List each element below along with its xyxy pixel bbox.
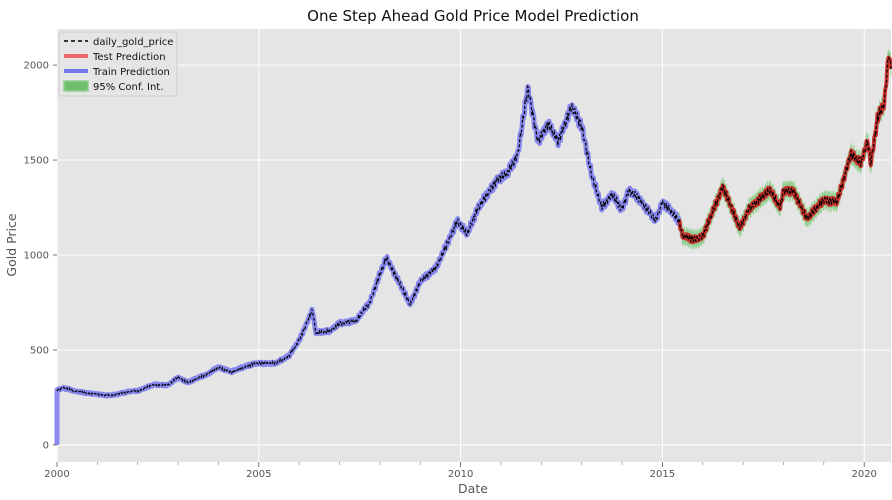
- y-tick-label-0: 0: [43, 440, 49, 451]
- legend: daily_gold_price Test Prediction Train P…: [58, 31, 178, 97]
- legend-label-train-prediction: Train Prediction: [92, 67, 170, 78]
- y-axis-ticks: 0 500 1000 1500 2000: [24, 61, 57, 451]
- daily-gold-price-line: [56, 56, 892, 398]
- legend-swatch-conf-int: [63, 80, 89, 92]
- x-tick-label-2: 2010: [448, 469, 473, 480]
- y-axis-label: Gold Price: [4, 213, 19, 277]
- x-tick-label-4: 2020: [851, 469, 876, 480]
- y-tick-label-4: 2000: [24, 61, 49, 72]
- y-tick-label-3: 1500: [24, 156, 49, 167]
- x-axis-ticks: 2000 2005 2010 2015 2020: [44, 462, 877, 480]
- legend-label-conf-int: 95% Conf. Int.: [93, 82, 163, 93]
- legend-frame: [58, 31, 178, 97]
- plot-background: [57, 29, 891, 462]
- x-tick-label-3: 2015: [650, 469, 675, 480]
- x-tick-label-1: 2005: [246, 469, 271, 480]
- chart-title: One Step Ahead Gold Price Model Predicti…: [307, 7, 639, 25]
- y-tick-label-1: 500: [30, 345, 49, 356]
- y-tick-label-2: 1000: [24, 250, 49, 261]
- x-tick-label-0: 2000: [44, 469, 69, 480]
- series-layer: [54, 49, 892, 445]
- legend-label-test-prediction: Test Prediction: [92, 52, 166, 63]
- grid-lines: [56, 29, 891, 462]
- x-axis-label: Date: [458, 481, 488, 496]
- legend-label-daily-gold-price: daily_gold_price: [93, 37, 173, 48]
